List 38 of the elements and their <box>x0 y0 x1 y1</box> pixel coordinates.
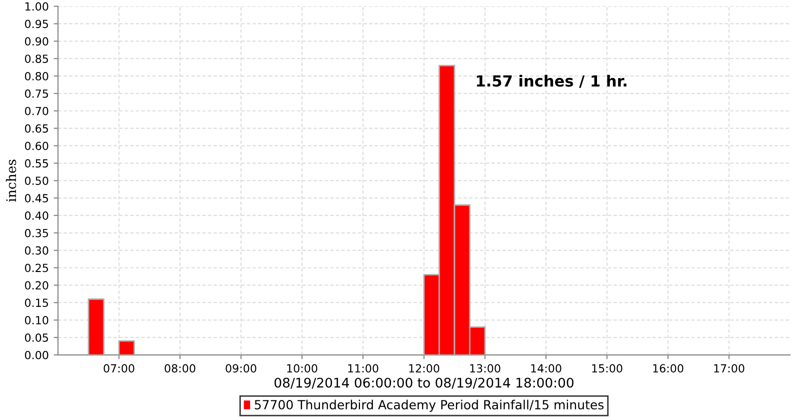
y-tick-label: 0.20 <box>24 281 48 290</box>
bar <box>118 340 135 355</box>
y-tick-label: 0.75 <box>24 89 48 98</box>
y-tick-label: 0.25 <box>24 264 48 272</box>
y-tick-label: 0.40 <box>24 211 48 220</box>
x-tick-label: 14:00 <box>531 364 562 373</box>
x-axis-title: 08/19/2014 06:00:00 to 08/19/2014 18:00:00 <box>274 378 574 389</box>
y-tick-label: 0.45 <box>24 194 48 202</box>
legend-label: 57700 Thunderbird Academy Period Rainfall/15 minutes <box>254 400 604 412</box>
x-tick-label: 15:00 <box>592 364 622 373</box>
bar <box>88 298 104 355</box>
y-tick-label: 0.00 <box>24 350 48 360</box>
y-tick-label: 0.95 <box>24 20 48 28</box>
y-tick-label: 0.80 <box>24 72 48 80</box>
x-tick-label: 07:00 <box>104 364 134 373</box>
y-tick-label: 0.30 <box>24 246 48 255</box>
y-tick-label: 0.85 <box>24 54 48 63</box>
y-tick-label: 0.90 <box>24 37 48 46</box>
y-tick-label: 0.60 <box>24 142 48 150</box>
y-tick-label: 0.55 <box>24 159 48 168</box>
y-tick-label: 0.10 <box>24 316 48 324</box>
y-tick-label: 1.00 <box>25 2 48 11</box>
x-tick-label: 10:00 <box>287 364 318 373</box>
x-tick-label: 09:00 <box>226 364 256 373</box>
x-tick-label: 12:00 <box>409 364 440 373</box>
x-tick-label: 08:00 <box>164 364 196 373</box>
y-axis-title: inches <box>6 160 16 202</box>
y-tick-label: 0.15 <box>24 298 48 307</box>
y-tick-label: 0.05 <box>24 333 48 342</box>
x-tick-label: 13:00 <box>470 364 500 373</box>
y-tick-label: 0.65 <box>24 124 48 133</box>
x-tick-label: 11:00 <box>348 364 378 373</box>
x-tick-label: 17:00 <box>714 364 744 373</box>
annotation: 1.57 inches / 1 hr. <box>476 74 626 88</box>
y-tick-label: 0.50 <box>24 176 48 185</box>
y-tick-label: 0.35 <box>24 228 48 238</box>
y-tick-label: 0.70 <box>24 106 48 116</box>
x-tick-label: 16:00 <box>653 364 684 373</box>
